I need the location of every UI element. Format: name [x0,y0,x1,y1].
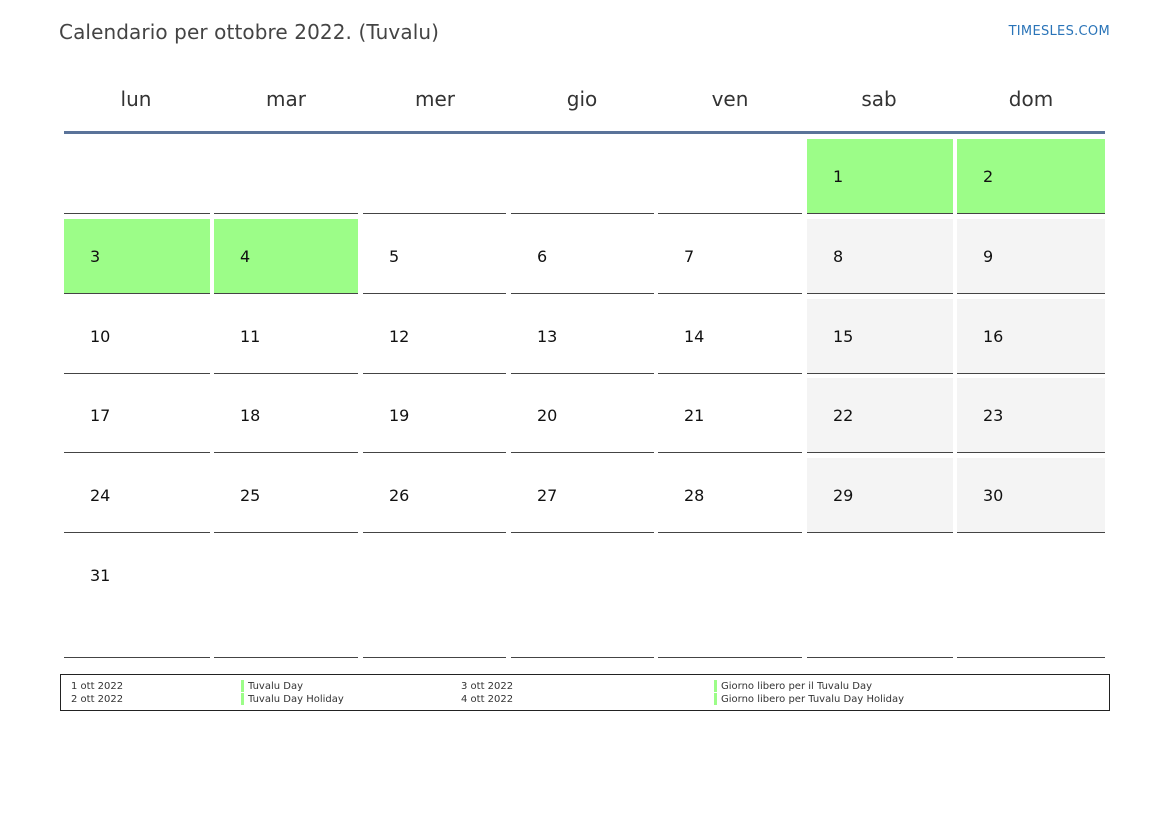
day-number: 10 [90,327,111,346]
day-cell[interactable]: 24 [64,458,210,533]
day-number: 15 [833,327,854,346]
empty-day-cell[interactable] [511,538,654,658]
day-cell[interactable]: 6 [511,219,654,294]
day-number: 22 [833,406,854,425]
legend-date: 2 ott 2022 [71,694,124,705]
empty-day-cell[interactable] [957,538,1105,658]
day-number: 12 [389,327,410,346]
header-divider [64,131,1105,134]
day-number: 21 [684,406,705,425]
empty-day-cell[interactable] [363,139,506,214]
day-number: 6 [537,247,548,266]
day-cell[interactable]: 28 [658,458,802,533]
legend-holiday-name: Tuvalu Day [248,681,304,692]
weekday-label: mar [266,87,306,111]
day-cell[interactable]: 11 [214,299,358,374]
day-cell[interactable]: 3 [64,219,210,294]
empty-day-cell[interactable] [64,139,210,214]
legend-holiday-name: Giorno libero per il Tuvalu Day [721,681,873,692]
empty-day-cell[interactable] [658,139,802,214]
day-number: 17 [90,406,111,425]
day-cell[interactable]: 9 [957,219,1105,294]
day-cell[interactable]: 18 [214,378,358,453]
day-cell[interactable]: 2 [957,139,1105,214]
day-number: 14 [684,327,705,346]
day-number: 25 [240,486,261,505]
day-number: 4 [240,247,251,266]
day-number: 1 [833,167,844,186]
day-number: 18 [240,406,261,425]
empty-day-cell[interactable] [807,538,953,658]
day-number: 3 [90,247,101,266]
day-cell[interactable]: 30 [957,458,1105,533]
day-number: 23 [983,406,1004,425]
day-cell[interactable]: 5 [363,219,506,294]
day-number: 28 [684,486,705,505]
day-cell[interactable]: 22 [807,378,953,453]
day-cell[interactable]: 23 [957,378,1105,453]
day-number: 19 [389,406,410,425]
day-number: 27 [537,486,558,505]
day-cell[interactable]: 20 [511,378,654,453]
day-number: 31 [90,566,111,585]
empty-day-cell[interactable] [658,538,802,658]
day-cell[interactable]: 21 [658,378,802,453]
empty-day-cell[interactable] [511,139,654,214]
day-cell[interactable]: 4 [214,219,358,294]
weekday-label: ven [711,87,749,111]
day-number: 30 [983,486,1004,505]
day-cell[interactable]: 25 [214,458,358,533]
day-number: 16 [983,327,1004,346]
legend-color-swatch [241,693,244,705]
empty-day-cell[interactable] [214,139,358,214]
day-cell[interactable]: 14 [658,299,802,374]
day-cell[interactable]: 13 [511,299,654,374]
page-title: Calendario per ottobre 2022. (Tuvalu) [59,20,440,44]
day-number: 29 [833,486,854,505]
weekday-label: dom [1008,87,1054,111]
day-cell[interactable]: 8 [807,219,953,294]
weekday-header: lun mar mer gio ven sab dom [64,80,1105,118]
weekday-label: gio [566,87,598,111]
day-number: 7 [684,247,695,266]
brand-link[interactable]: TIMESLES.COM [1008,24,1110,39]
legend-color-swatch [714,680,717,692]
day-cell[interactable]: 19 [363,378,506,453]
day-cell[interactable]: 7 [658,219,802,294]
day-cell[interactable]: 26 [363,458,506,533]
day-number: 20 [537,406,558,425]
day-cell[interactable]: 12 [363,299,506,374]
legend-date: 1 ott 2022 [71,681,124,692]
holiday-legend: 1 ott 2022 2 ott 2022 Tuvalu Day Tuvalu … [60,674,1110,711]
day-cell[interactable]: 27 [511,458,654,533]
legend-holiday-name: Tuvalu Day Holiday [248,694,344,705]
day-number: 8 [833,247,844,266]
day-number: 5 [389,247,400,266]
day-number: 2 [983,167,994,186]
day-cell[interactable]: 15 [807,299,953,374]
day-number: 11 [240,327,261,346]
day-cell[interactable]: 17 [64,378,210,453]
weekday-label: lun [120,87,152,111]
legend-holiday-name: Giorno libero per Tuvalu Day Holiday [721,694,905,705]
weekday-label: mer [414,87,455,111]
day-cell[interactable]: 16 [957,299,1105,374]
weekday-label: sab [861,87,897,111]
empty-day-cell[interactable] [214,538,358,658]
day-number: 13 [537,327,558,346]
legend-date: 3 ott 2022 [461,681,514,692]
legend-color-swatch [714,693,717,705]
day-cell[interactable]: 10 [64,299,210,374]
day-cell[interactable]: 29 [807,458,953,533]
day-number: 24 [90,486,111,505]
day-number: 26 [389,486,410,505]
legend-date: 4 ott 2022 [461,694,514,705]
empty-day-cell[interactable] [363,538,506,658]
day-number: 9 [983,247,994,266]
day-cell[interactable]: 31 [64,538,210,658]
legend-color-swatch [241,680,244,692]
day-cell[interactable]: 1 [807,139,953,214]
